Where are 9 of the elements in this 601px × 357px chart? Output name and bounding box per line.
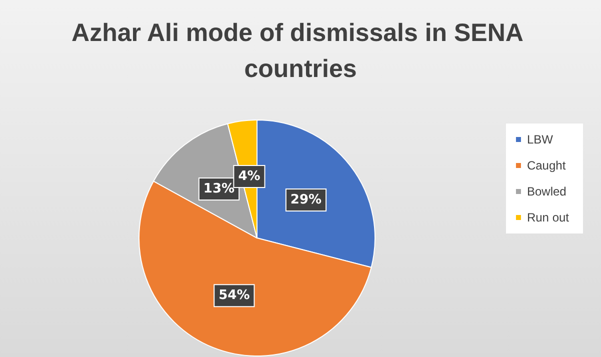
- legend-label: Caught: [526, 158, 566, 172]
- data-label: 4%: [238, 168, 260, 184]
- data-label: 29%: [290, 192, 322, 208]
- legend-label: LBW: [526, 132, 554, 146]
- chart-title: Azhar Ali mode of dismissals in SENA countries: [72, 19, 530, 83]
- legend-label: Bowled: [526, 184, 566, 198]
- data-label: 54%: [218, 288, 250, 304]
- data-label: 13%: [203, 182, 235, 197]
- legend-label: Run out: [526, 210, 570, 224]
